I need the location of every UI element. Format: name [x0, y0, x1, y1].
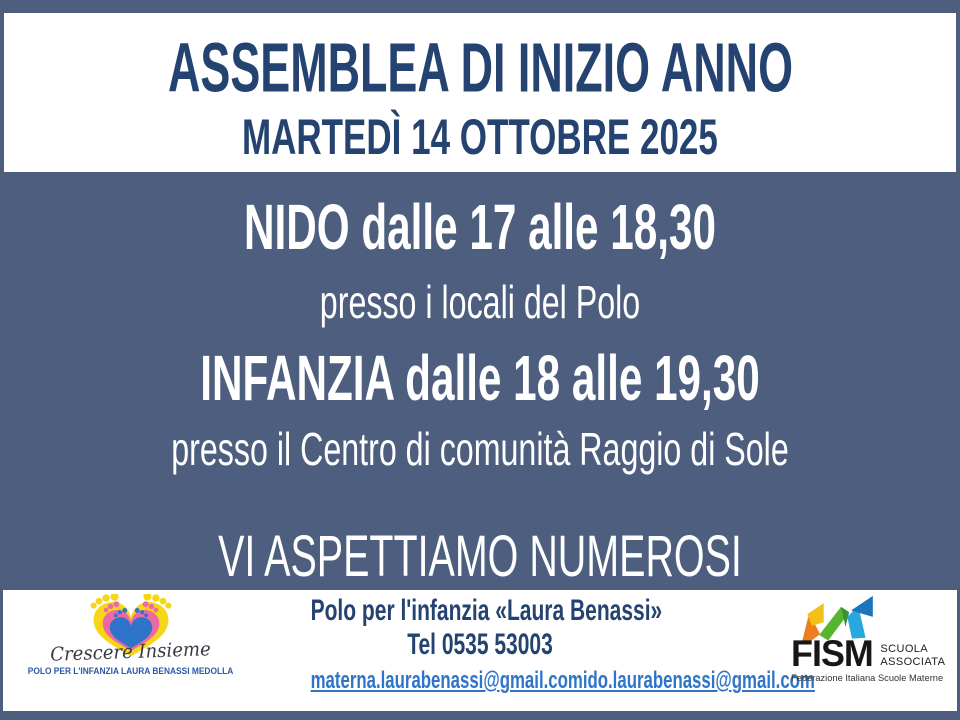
- infanzia-schedule: INFANZIA dalle 18 alle 19,30: [200, 342, 760, 415]
- closing-message: VI ASPETTIAMO NUMEROSI: [218, 524, 742, 590]
- infanzia-location: presso il Centro di comunità Raggio di S…: [171, 423, 789, 476]
- crescere-insieme-logo: Crescere Insieme POLO PER L'INFANZIA LAU…: [13, 594, 248, 676]
- header-band: ASSEMBLEA DI INIZIO ANNO MARTEDÌ 14 OTTO…: [4, 13, 956, 172]
- assembly-date: MARTEDÌ 14 OTTOBRE 2025: [242, 108, 718, 165]
- footprint-heart-icon: [13, 594, 248, 658]
- email-link[interactable]: materna.laurabenassi@gmail.comido.laurab…: [310, 667, 815, 694]
- assembly-title: ASSEMBLEA DI INIZIO ANNO: [167, 28, 793, 107]
- nido-schedule: NIDO dalle 17 alle 18,30: [244, 191, 716, 263]
- fism-subtitle: Federazione Italiana Scuole Materne: [791, 673, 944, 685]
- phone-number: Tel 0535 53003: [407, 628, 553, 661]
- main-section: NIDO dalle 17 alle 18,30 presso i locali…: [0, 172, 960, 590]
- nido-location: presso i locali del Polo: [319, 276, 641, 329]
- fism-mark-icon: [783, 595, 951, 645]
- fism-badge: SCUOLA ASSOCIATA: [880, 643, 945, 669]
- crescere-caption: POLO PER L'INFANZIA LAURA BENASSI MEDOLL…: [27, 666, 234, 676]
- org-name: Polo per l'infanzia «Laura Benassi»: [310, 594, 663, 627]
- contact-block: Polo per l'infanzia «Laura Benassi» Tel …: [238, 594, 815, 694]
- fism-badge-line1: SCUOLA: [880, 642, 929, 655]
- fism-badge-line2: ASSOCIATA: [880, 656, 946, 669]
- footer-band: Crescere Insieme POLO PER L'INFANZIA LAU…: [3, 590, 957, 711]
- fism-logo: FISM SCUOLA ASSOCIATA Federazione Italia…: [783, 595, 951, 684]
- fism-acronym: FISM: [791, 633, 874, 674]
